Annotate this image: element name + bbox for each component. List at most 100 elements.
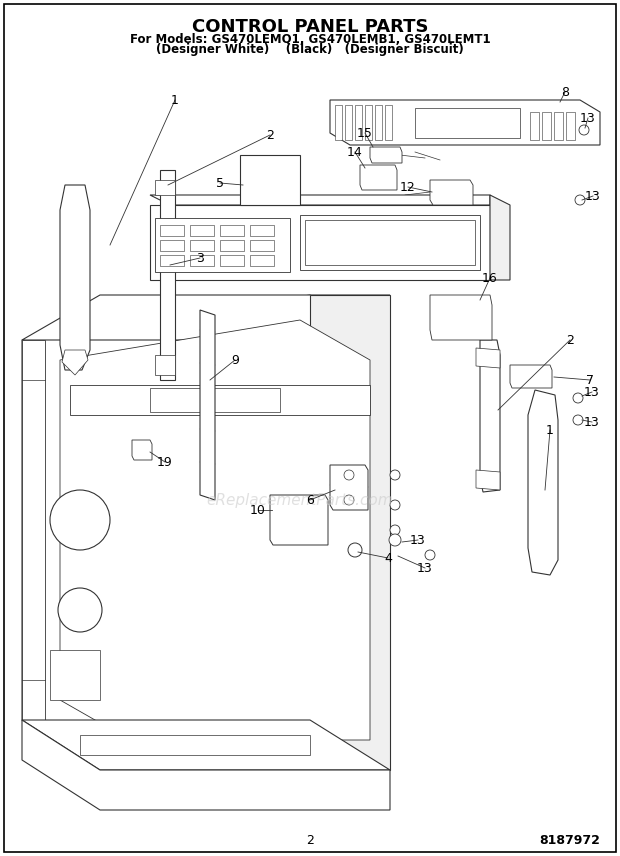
Polygon shape bbox=[160, 225, 184, 236]
Polygon shape bbox=[22, 295, 390, 770]
Circle shape bbox=[573, 415, 583, 425]
Polygon shape bbox=[190, 240, 214, 251]
Text: 16: 16 bbox=[482, 271, 498, 284]
Text: For Models: GS470LEMQ1, GS470LEMB1, GS470LEMT1: For Models: GS470LEMQ1, GS470LEMB1, GS47… bbox=[130, 33, 490, 46]
Polygon shape bbox=[190, 225, 214, 236]
Polygon shape bbox=[62, 350, 88, 375]
Polygon shape bbox=[566, 112, 575, 140]
Polygon shape bbox=[132, 440, 152, 460]
Text: 8187972: 8187972 bbox=[539, 834, 600, 847]
Circle shape bbox=[344, 470, 354, 480]
Circle shape bbox=[573, 393, 583, 403]
Polygon shape bbox=[22, 720, 390, 770]
Polygon shape bbox=[375, 105, 382, 140]
Polygon shape bbox=[335, 105, 342, 140]
Polygon shape bbox=[365, 105, 372, 140]
Text: 13: 13 bbox=[417, 562, 433, 574]
Polygon shape bbox=[330, 465, 368, 510]
Text: 13: 13 bbox=[580, 111, 596, 124]
Polygon shape bbox=[430, 180, 473, 205]
Polygon shape bbox=[355, 105, 362, 140]
Text: 13: 13 bbox=[410, 533, 426, 546]
Text: 2: 2 bbox=[566, 334, 574, 347]
Polygon shape bbox=[542, 112, 551, 140]
Polygon shape bbox=[385, 105, 392, 140]
Text: 8: 8 bbox=[561, 86, 569, 98]
Text: 5: 5 bbox=[216, 176, 224, 189]
Circle shape bbox=[389, 534, 401, 546]
Polygon shape bbox=[160, 170, 175, 380]
Circle shape bbox=[579, 125, 589, 135]
Polygon shape bbox=[220, 255, 244, 266]
Polygon shape bbox=[360, 165, 397, 190]
Polygon shape bbox=[60, 185, 90, 370]
Polygon shape bbox=[330, 100, 600, 145]
Polygon shape bbox=[60, 320, 370, 740]
Text: 1: 1 bbox=[546, 424, 554, 437]
Text: 13: 13 bbox=[584, 415, 600, 429]
Polygon shape bbox=[250, 240, 274, 251]
Text: 7: 7 bbox=[586, 373, 594, 387]
Polygon shape bbox=[80, 735, 310, 755]
Polygon shape bbox=[22, 340, 45, 720]
Text: 6: 6 bbox=[306, 494, 314, 507]
Text: 3: 3 bbox=[196, 252, 204, 265]
Polygon shape bbox=[554, 112, 563, 140]
Circle shape bbox=[344, 495, 354, 505]
Polygon shape bbox=[70, 385, 370, 415]
Polygon shape bbox=[155, 218, 290, 272]
Polygon shape bbox=[476, 470, 500, 490]
Circle shape bbox=[390, 500, 400, 510]
Text: (Designer White)    (Black)   (Designer Biscuit): (Designer White) (Black) (Designer Biscu… bbox=[156, 43, 464, 56]
Polygon shape bbox=[490, 195, 510, 280]
Polygon shape bbox=[370, 147, 402, 163]
Circle shape bbox=[425, 550, 435, 560]
Text: 9: 9 bbox=[231, 354, 239, 366]
Polygon shape bbox=[160, 255, 184, 266]
Polygon shape bbox=[345, 105, 352, 140]
Text: 15: 15 bbox=[357, 127, 373, 140]
Text: 19: 19 bbox=[157, 455, 173, 468]
Polygon shape bbox=[305, 220, 475, 265]
Polygon shape bbox=[22, 295, 390, 340]
Polygon shape bbox=[50, 650, 100, 700]
Polygon shape bbox=[415, 108, 520, 138]
Polygon shape bbox=[250, 225, 274, 236]
Circle shape bbox=[348, 543, 362, 557]
Polygon shape bbox=[22, 720, 390, 810]
Polygon shape bbox=[150, 195, 490, 205]
Text: 14: 14 bbox=[347, 146, 363, 158]
Polygon shape bbox=[530, 112, 539, 140]
Polygon shape bbox=[190, 255, 214, 266]
Polygon shape bbox=[430, 295, 492, 340]
Circle shape bbox=[390, 525, 400, 535]
Polygon shape bbox=[220, 225, 244, 236]
Text: 2: 2 bbox=[306, 834, 314, 847]
Circle shape bbox=[58, 588, 102, 632]
Polygon shape bbox=[528, 390, 558, 575]
Text: 12: 12 bbox=[400, 181, 416, 193]
Text: eReplacementParts.com: eReplacementParts.com bbox=[206, 492, 393, 508]
Polygon shape bbox=[300, 215, 480, 270]
Text: 10: 10 bbox=[250, 503, 266, 516]
Text: 2: 2 bbox=[266, 128, 274, 141]
Polygon shape bbox=[240, 155, 300, 205]
Polygon shape bbox=[476, 348, 500, 368]
Circle shape bbox=[390, 470, 400, 480]
Circle shape bbox=[50, 490, 110, 550]
Text: CONTROL PANEL PARTS: CONTROL PANEL PARTS bbox=[192, 18, 428, 36]
Polygon shape bbox=[150, 205, 490, 280]
Text: 13: 13 bbox=[584, 385, 600, 399]
Polygon shape bbox=[310, 295, 390, 770]
Polygon shape bbox=[270, 495, 328, 545]
Polygon shape bbox=[160, 240, 184, 251]
Polygon shape bbox=[155, 180, 175, 195]
Polygon shape bbox=[220, 240, 244, 251]
Polygon shape bbox=[480, 340, 500, 492]
Text: 4: 4 bbox=[384, 551, 392, 564]
Text: 13: 13 bbox=[585, 189, 601, 203]
Polygon shape bbox=[150, 388, 280, 412]
Text: 1: 1 bbox=[171, 93, 179, 106]
Polygon shape bbox=[510, 365, 552, 388]
Polygon shape bbox=[155, 355, 175, 375]
